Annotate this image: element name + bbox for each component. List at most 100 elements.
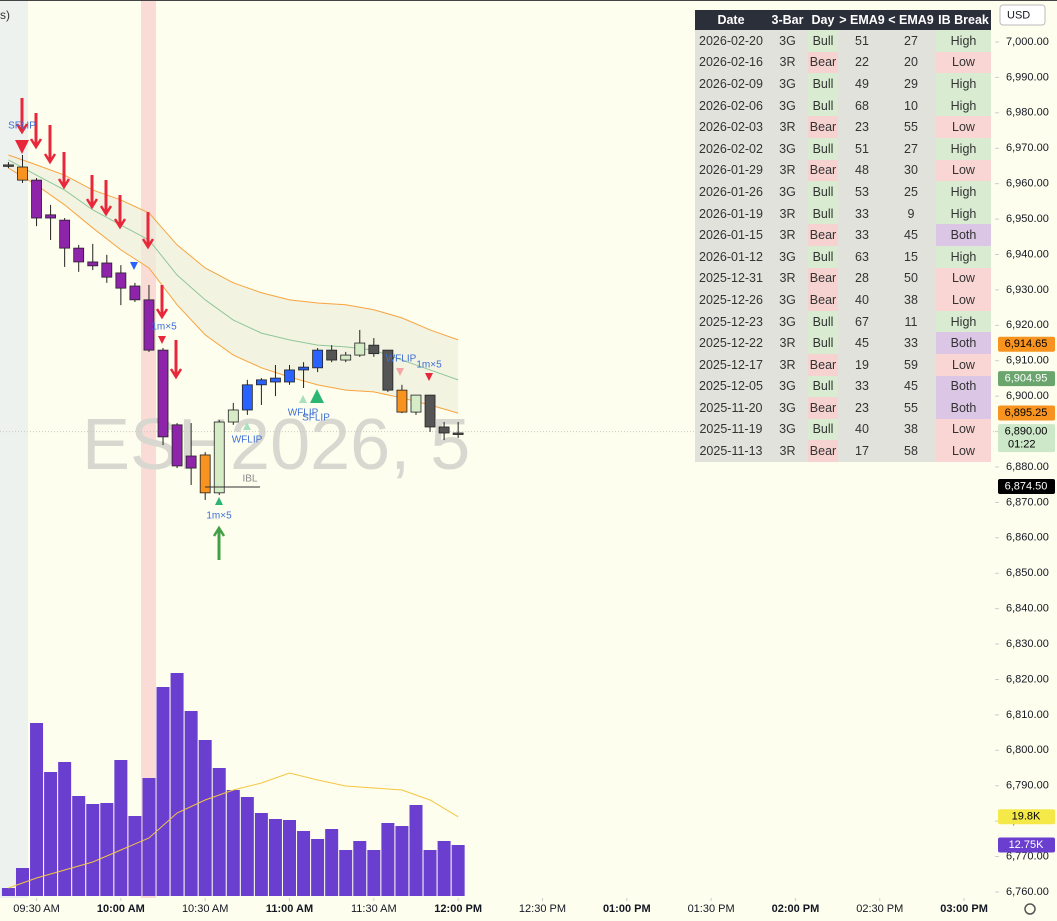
volume-bar — [1, 888, 15, 896]
volume-bar — [254, 813, 268, 896]
x-tick-label: 10:30 AM — [182, 903, 228, 915]
signal-arrow-head — [141, 238, 155, 250]
price-tag — [998, 837, 1055, 853]
watermark: ESH2026, 5 — [82, 405, 470, 485]
table-cell: 3G — [767, 245, 808, 268]
table-header-cell: 3-Bar — [767, 10, 808, 30]
table-cell: 59 — [886, 353, 936, 376]
table-cell: Bear — [808, 159, 838, 182]
currency[interactable]: USD — [1007, 9, 1030, 21]
x-tick-label: 03:00 PM — [940, 903, 988, 915]
signal-triangle — [243, 422, 251, 430]
table-cell: Bear — [808, 289, 838, 311]
price-tag — [998, 371, 1055, 387]
table-header-cell: Day — [808, 10, 838, 30]
table-cell: 51 — [838, 137, 886, 160]
annotation: 1m×5 — [206, 511, 232, 522]
table-cell: 3R — [767, 159, 808, 182]
table-cell: Low — [936, 51, 991, 74]
candle-body — [171, 424, 183, 467]
x-tick-label: 02:00 PM — [772, 903, 820, 915]
table-cell: Low — [936, 267, 991, 290]
table-cell: 2026-02-20 — [695, 30, 767, 52]
volume-bar — [240, 797, 254, 896]
table-cell: 50 — [886, 267, 936, 290]
signal-triangle — [215, 497, 223, 505]
candle-body — [270, 377, 281, 383]
volume-bar — [283, 820, 297, 896]
table-cell: 55 — [886, 116, 936, 138]
table-row: 2025-12-31 3R Bear 28 50 Low — [695, 267, 991, 290]
price-tag — [998, 424, 1055, 453]
table-cell: Bull — [808, 418, 838, 441]
table-cell: 2025-11-19 — [695, 418, 767, 441]
table-row: 2025-12-17 3R Bear 19 59 Low — [695, 353, 991, 376]
volume-bar — [15, 868, 29, 896]
table-cell: 3R — [767, 353, 808, 376]
table-header-cell: > EMA9 — [838, 10, 886, 30]
table-cell: 20 — [886, 51, 936, 74]
y-tick-label: 6,790.00 — [1006, 780, 1049, 792]
table-cell: 2025-12-22 — [695, 332, 767, 354]
settings-icon[interactable] — [1024, 903, 1036, 915]
table-cell: Low — [936, 116, 991, 138]
signal-arrow-head — [212, 525, 226, 537]
table-row: 2026-01-29 3R Bear 48 30 Low — [695, 159, 991, 182]
annotation: WFLIP — [232, 435, 263, 446]
annotation: IBL — [242, 474, 257, 485]
signal-arrow-head — [99, 205, 113, 217]
table-cell: 2025-12-17 — [695, 353, 767, 376]
candle-body — [241, 384, 253, 411]
volume-bar — [437, 841, 451, 896]
table-header-cell: < EMA9 — [886, 10, 936, 30]
price-tag-label: 12.75K — [1009, 839, 1045, 851]
signal-arrow-head — [113, 218, 127, 230]
x-tick-label: 11:30 AM — [351, 903, 397, 915]
table-cell: 3R — [767, 267, 808, 290]
table-cell: 25 — [886, 181, 936, 203]
signal-arrow-head — [155, 308, 169, 320]
volume-bar — [114, 760, 128, 896]
table-row: 2026-02-09 3G Bull 49 29 High — [695, 73, 991, 95]
y-tick-label: 6,820.00 — [1006, 673, 1049, 685]
table-cell: 63 — [838, 245, 886, 268]
table-cell: 2026-02-03 — [695, 116, 767, 138]
table-cell: Both — [936, 397, 991, 419]
table-row: 2026-02-20 3G Bull 51 27 High — [695, 30, 991, 52]
table-cell: 2025-11-20 — [695, 397, 767, 419]
table-cell: High — [936, 73, 991, 95]
countdown: 01:22 — [1008, 438, 1036, 450]
candle-body — [255, 379, 267, 386]
table-cell: 28 — [838, 267, 886, 290]
currency-box[interactable] — [999, 4, 1046, 26]
table-cell: 22 — [838, 51, 886, 74]
table-cell: 2026-01-26 — [695, 181, 767, 203]
candle-body — [213, 421, 225, 494]
table-cell: 3R — [767, 332, 808, 354]
candle-body — [73, 247, 85, 263]
candle-body — [298, 366, 309, 371]
table-cell: Both — [936, 375, 991, 398]
table-cell: 3R — [767, 51, 808, 74]
table-cell: 33 — [838, 224, 886, 246]
table-cell: 3R — [767, 224, 808, 246]
band-line — [8, 154, 459, 341]
volume-ma — [8, 772, 459, 889]
table-cell: 3R — [767, 116, 808, 138]
table-cell: High — [936, 245, 991, 268]
table-cell: Bull — [808, 30, 838, 52]
signal-triangle — [158, 336, 166, 344]
candle-body — [326, 349, 338, 361]
candle-body — [3, 164, 14, 167]
volume-bar — [395, 826, 409, 896]
volume-bar — [30, 723, 44, 896]
table-cell: 33 — [838, 202, 886, 225]
table-cell: Bear — [808, 51, 838, 74]
y-tick-label: 6,940.00 — [1006, 248, 1049, 260]
annotation: SFLIP — [302, 413, 330, 424]
signal-arrow-head — [85, 198, 99, 210]
table-cell: 68 — [838, 94, 886, 117]
table-header-row: Date 3-Bar Day > EMA9 < EMA9 IB Break — [695, 10, 991, 30]
table-cell: Low — [936, 440, 991, 462]
